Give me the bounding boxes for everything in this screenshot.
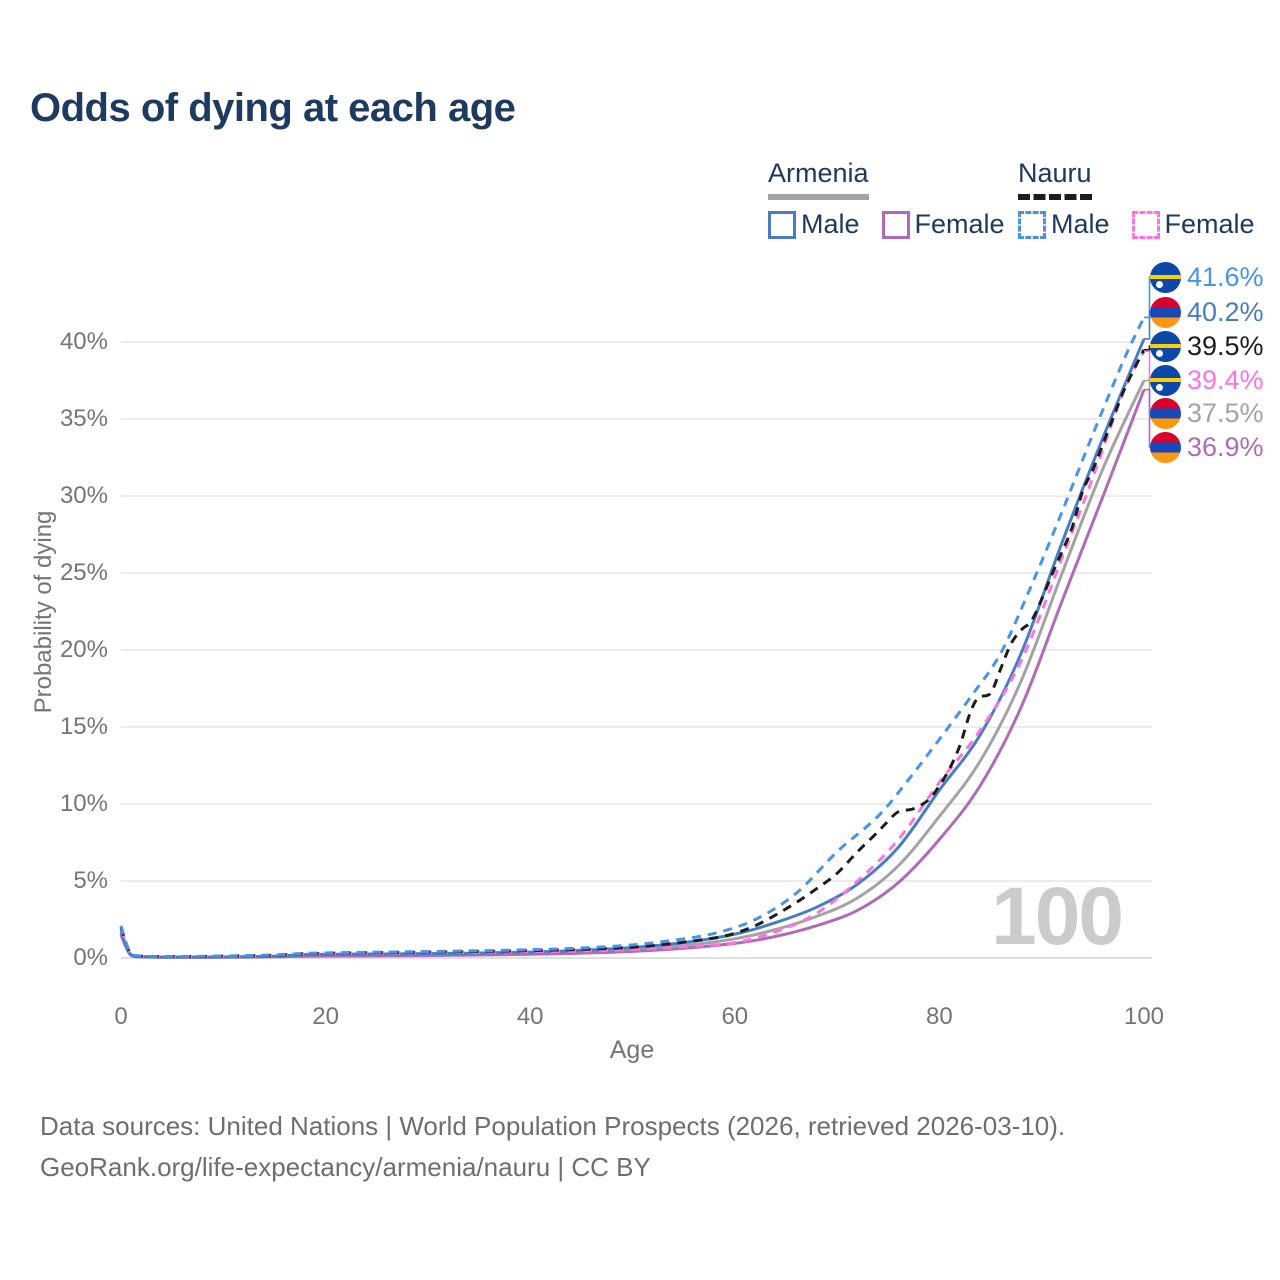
- x-tick-20: 20: [312, 1003, 339, 1030]
- series-line-nauru_total: [119, 349, 1146, 959]
- y-tick-10%: 10%: [59, 790, 108, 817]
- y-tick-35%: 35%: [59, 405, 108, 432]
- legend-nauru-title[interactable]: Nauru: [1018, 158, 1092, 200]
- end-label-value: 39.4%: [1187, 364, 1264, 395]
- end-label-value: 36.9%: [1187, 431, 1264, 462]
- x-tick-40: 40: [516, 1003, 544, 1030]
- end-label-value: 37.5%: [1187, 397, 1264, 428]
- end-label-row: 37.5%: [1150, 397, 1264, 429]
- nauru-flag-icon: [1150, 330, 1181, 362]
- end-label-value: 40.2%: [1187, 296, 1264, 327]
- nauru-flag-icon: [1150, 364, 1181, 396]
- legend-armenia-male-swatch[interactable]: [768, 210, 796, 239]
- age-watermark: 100: [991, 871, 1124, 962]
- legend-armenia-female-swatch[interactable]: [881, 210, 910, 239]
- armenia-flag-icon: [1150, 296, 1181, 328]
- armenia-flag-icon: [1150, 431, 1181, 463]
- y-tick-20%: 20%: [59, 636, 108, 663]
- end-label-row: 39.4%: [1150, 364, 1264, 396]
- x-tick-0: 0: [114, 1003, 128, 1030]
- y-tick-0%: 0%: [73, 944, 108, 971]
- legend-group-nauru: Nauru Male Female: [1018, 158, 1255, 240]
- legend-group-armenia: Armenia Male Female: [768, 158, 1005, 240]
- legend-nauru-female-label[interactable]: Female: [1164, 209, 1255, 239]
- x-tick-80: 80: [926, 1003, 953, 1030]
- legend-nauru-female-swatch[interactable]: [1131, 210, 1160, 239]
- series-line-armenia_male: [119, 338, 1146, 959]
- end-label-row: 36.9%: [1150, 431, 1264, 463]
- legend-nauru-male-swatch[interactable]: [1018, 210, 1046, 239]
- x-tick-60: 60: [721, 1003, 749, 1030]
- x-axis-title: Age: [609, 1036, 655, 1064]
- end-label-row: 39.5%: [1150, 330, 1264, 362]
- legend-armenia-male-label[interactable]: Male: [801, 209, 860, 239]
- armenia-flag-icon: [1150, 397, 1181, 429]
- source-line-2: GeoRank.org/life-expectancy/armenia/naur…: [40, 1152, 651, 1182]
- source-line-1: Data sources: United Nations | World Pop…: [40, 1111, 1066, 1141]
- end-label-row: 40.2%: [1150, 296, 1264, 328]
- legend-armenia-title[interactable]: Armenia: [768, 158, 869, 200]
- series-line-nauru_female: [119, 350, 1146, 959]
- x-tick-100: 100: [1123, 1003, 1165, 1030]
- y-tick-30%: 30%: [59, 482, 108, 509]
- y-axis-title: Probability of dying: [30, 510, 57, 714]
- nauru-flag-icon: [1150, 261, 1181, 293]
- legend-armenia-row: Male Female: [768, 209, 1005, 240]
- y-tick-15%: 15%: [59, 713, 108, 740]
- end-label-row: 41.6%: [1150, 261, 1264, 293]
- series-line-nauru_male: [119, 316, 1146, 959]
- page-title: Odds of dying at each age: [30, 86, 516, 130]
- y-tick-25%: 25%: [59, 559, 108, 586]
- y-tick-40%: 40%: [59, 328, 108, 355]
- end-label-value: 39.5%: [1187, 330, 1264, 361]
- legend-nauru-male-label[interactable]: Male: [1051, 209, 1110, 239]
- legend-nauru-row: Male Female: [1018, 209, 1255, 240]
- legend-armenia-female-label[interactable]: Female: [914, 209, 1005, 239]
- end-label-value: 41.6%: [1187, 261, 1264, 292]
- y-tick-5%: 5%: [73, 867, 108, 894]
- source-text: Data sources: United Nations | World Pop…: [40, 1106, 1065, 1188]
